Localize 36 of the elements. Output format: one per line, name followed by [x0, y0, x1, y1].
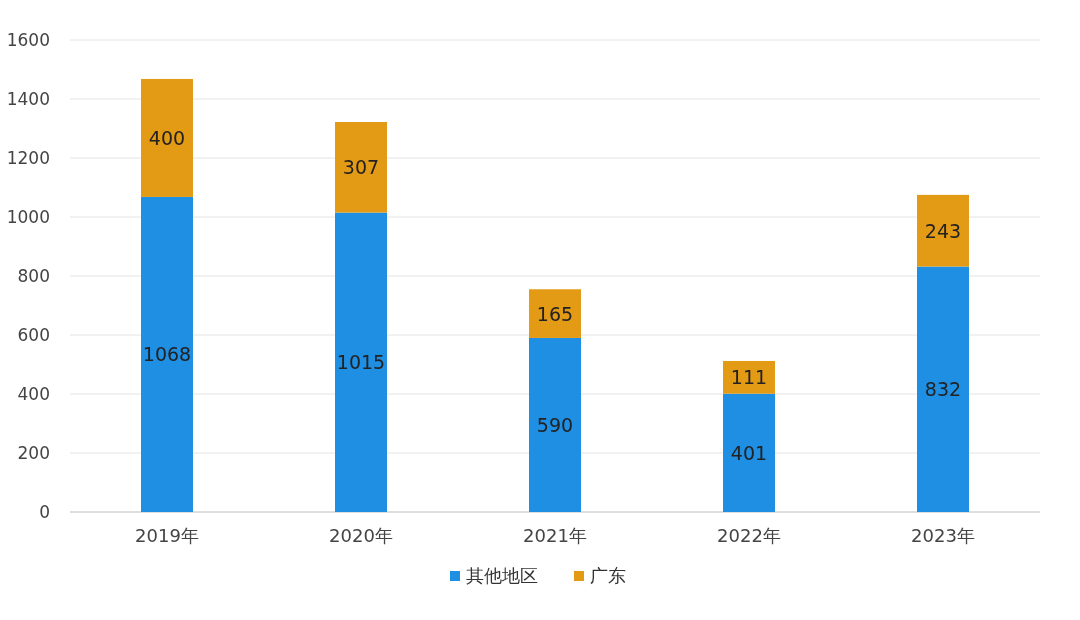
x-tick-label: 2022年	[717, 525, 781, 546]
bar	[335, 122, 387, 213]
x-tick-label: 2021年	[523, 525, 587, 546]
y-tick-label: 1200	[6, 148, 50, 168]
bar	[141, 196, 193, 512]
data-label: 111	[730, 366, 768, 389]
y-tick-label: 600	[17, 325, 50, 345]
y-tick-label: 400	[17, 384, 50, 404]
x-tick-label: 2020年	[329, 525, 393, 546]
bar	[723, 360, 775, 394]
data-label: 590	[536, 413, 574, 436]
data-label: 400	[148, 126, 186, 149]
data-label: 832	[924, 378, 962, 401]
y-tick-label: 200	[17, 443, 50, 463]
y-tick-label: 800	[17, 266, 50, 286]
bar	[529, 289, 581, 338]
data-label: 307	[342, 156, 380, 179]
y-tick-label: 0	[39, 502, 50, 522]
data-label: 165	[536, 302, 574, 325]
bar	[529, 337, 581, 512]
y-tick-label: 1000	[6, 207, 50, 227]
data-label: 1068	[142, 343, 192, 366]
y-tick-label: 1600	[6, 30, 50, 50]
x-tick-label: 2019年	[135, 525, 199, 546]
bar	[917, 194, 969, 267]
data-label: 401	[730, 441, 768, 464]
legend-label: 广东	[590, 565, 626, 586]
data-label: 243	[924, 219, 962, 242]
bar	[335, 212, 387, 512]
data-label: 1015	[336, 351, 386, 374]
bar	[723, 393, 775, 512]
bar	[141, 78, 193, 197]
bar	[917, 266, 969, 512]
legend-label: 其他地区	[466, 565, 538, 586]
y-tick-label: 1400	[6, 89, 50, 109]
x-tick-label: 2023年	[911, 525, 975, 546]
